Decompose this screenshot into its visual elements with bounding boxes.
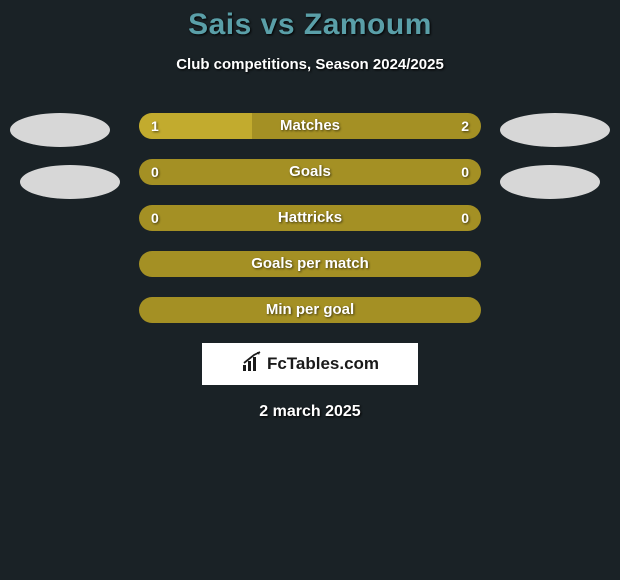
stat-bar-goals: 0 Goals 0 [139,159,481,185]
stat-label: Matches [139,113,481,139]
stat-bar-goals-per-match: Goals per match [139,251,481,277]
stat-bar-min-per-goal: Min per goal [139,297,481,323]
stat-bar-hattricks: 0 Hattricks 0 [139,205,481,231]
player-right-badge-1 [500,113,610,147]
source-logo[interactable]: FcTables.com [202,343,418,385]
stat-label: Goals per match [139,251,481,277]
date-label: 2 march 2025 [0,403,620,421]
player-left-badge-1 [10,113,110,147]
comparison-subtitle: Club competitions, Season 2024/2025 [0,56,620,73]
player-left-badge-2 [20,165,120,199]
logo-text: FcTables.com [267,354,379,374]
stat-bars: 1 Matches 2 0 Goals 0 0 Hattricks 0 Goal… [139,113,481,323]
chart-icon [241,351,263,378]
widget-container: Sais vs Zamoum Club competitions, Season… [0,0,620,421]
stat-label: Min per goal [139,297,481,323]
stat-label: Goals [139,159,481,185]
stats-area: 1 Matches 2 0 Goals 0 0 Hattricks 0 Goal… [0,113,620,323]
player-right-badge-2 [500,165,600,199]
comparison-title: Sais vs Zamoum [0,8,620,42]
stat-right-value: 0 [461,159,469,185]
stat-right-value: 2 [461,113,469,139]
stat-bar-matches: 1 Matches 2 [139,113,481,139]
stat-label: Hattricks [139,205,481,231]
stat-right-value: 0 [461,205,469,231]
